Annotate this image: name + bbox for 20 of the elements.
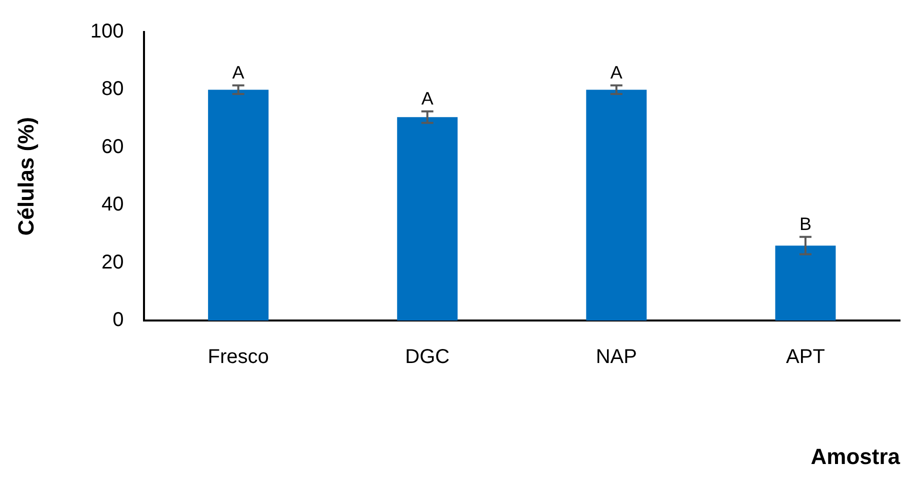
y-tick-label: 100 (90, 20, 124, 43)
annotation: A (421, 88, 434, 108)
x-tick-label: APT (786, 346, 825, 368)
x-tick-label: DGC (405, 346, 450, 368)
bar (586, 90, 647, 321)
x-tick-label: NAP (596, 346, 637, 368)
y-tick-label: 0 (112, 309, 124, 332)
x-tick-label: Fresco (208, 346, 269, 368)
x-axis-title: Amostra (810, 444, 901, 469)
bar (775, 246, 836, 321)
annotation: A (610, 62, 622, 82)
y-tick-label: 80 (102, 78, 124, 100)
bar (208, 90, 269, 321)
y-tick-label: 40 (102, 194, 124, 216)
y-tick-label: 60 (102, 136, 124, 158)
y-tick-label: 20 (102, 251, 124, 274)
annotation: B (799, 214, 812, 234)
y-axis-title: Células (%) (13, 117, 38, 236)
annotation: A (232, 62, 244, 82)
bar (397, 117, 458, 321)
